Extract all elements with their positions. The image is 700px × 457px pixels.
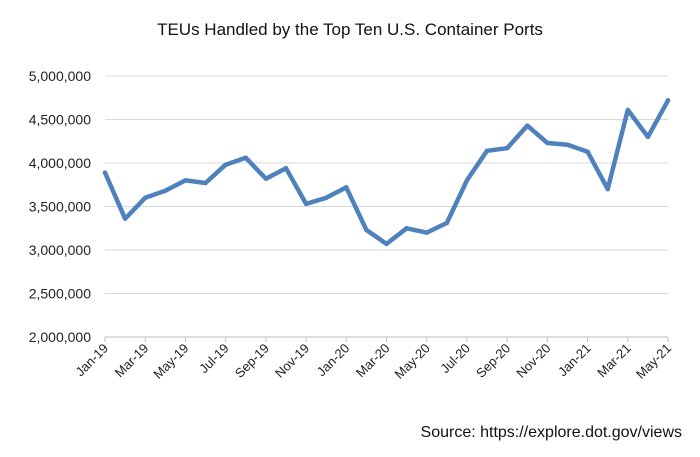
data-point (444, 220, 450, 226)
data-point (645, 134, 651, 140)
data-point (464, 178, 470, 183)
data-point (323, 195, 329, 200)
data-point (203, 180, 208, 186)
data-point (424, 230, 429, 235)
data-point (223, 162, 228, 167)
data-point (404, 226, 409, 231)
x-tick-label: Sep-20 (473, 341, 513, 381)
data-point (384, 241, 389, 247)
y-tick-label: 2,000,000 (29, 329, 91, 345)
line-chart: 2,000,000 2,500,000 3,000,000 3,500,000 4,00… (29, 68, 674, 382)
data-point (484, 148, 490, 154)
data-point (525, 123, 530, 128)
data-point (605, 186, 610, 192)
x-tick-label: Mar-20 (353, 341, 393, 381)
data-point (263, 176, 269, 181)
x-tick-label: Nov-20 (513, 341, 553, 381)
y-tick-label: 4,500,000 (29, 112, 91, 128)
data-point (565, 142, 570, 147)
x-tick-label: Sep-19 (232, 341, 272, 381)
x-tick-label: Mar-21 (594, 341, 634, 381)
data-point (143, 195, 148, 200)
y-axis-ticks: 2,000,000 2,500,000 3,000,000 3,500,000 4,00… (29, 68, 91, 345)
x-tick-label: May-20 (392, 341, 433, 382)
data-point (163, 188, 168, 194)
x-tick-label: Jan-20 (314, 341, 353, 380)
y-tick-label: 3,000,000 (29, 242, 91, 258)
data-point (504, 146, 510, 151)
data-point (545, 140, 550, 146)
data-point (183, 178, 188, 183)
x-tick-label: Jul-20 (437, 341, 473, 377)
data-point (585, 149, 590, 154)
data-point (364, 227, 369, 233)
x-tick-label: Nov-19 (272, 341, 312, 381)
y-tick-label: 5,000,000 (29, 68, 91, 84)
series-line (102, 98, 671, 247)
data-point (665, 98, 671, 103)
data-point (625, 107, 630, 113)
data-point (122, 216, 128, 221)
data-point (283, 166, 289, 171)
data-point (303, 201, 309, 207)
x-tick-label: Jul-19 (196, 341, 232, 377)
x-tick-label: May-19 (150, 341, 191, 382)
data-point (102, 170, 108, 175)
x-tick-label: Jan-19 (72, 341, 111, 380)
chart-title: TEUs Handled by the Top Ten U.S. Contain… (157, 20, 543, 39)
source-note: Source: https://explore.dot.gov/views (420, 424, 682, 441)
x-tick-label: May-21 (633, 341, 674, 382)
y-tick-label: 4,000,000 (29, 155, 91, 171)
y-tick-label: 3,500,000 (29, 199, 91, 215)
x-tick-label: Jan-21 (555, 341, 594, 380)
data-point (243, 155, 248, 160)
series-layer (102, 98, 671, 247)
gridlines (105, 75, 668, 338)
x-tick-label: Mar-19 (112, 341, 152, 381)
y-tick-label: 2,500,000 (29, 286, 91, 302)
data-point (344, 185, 349, 190)
